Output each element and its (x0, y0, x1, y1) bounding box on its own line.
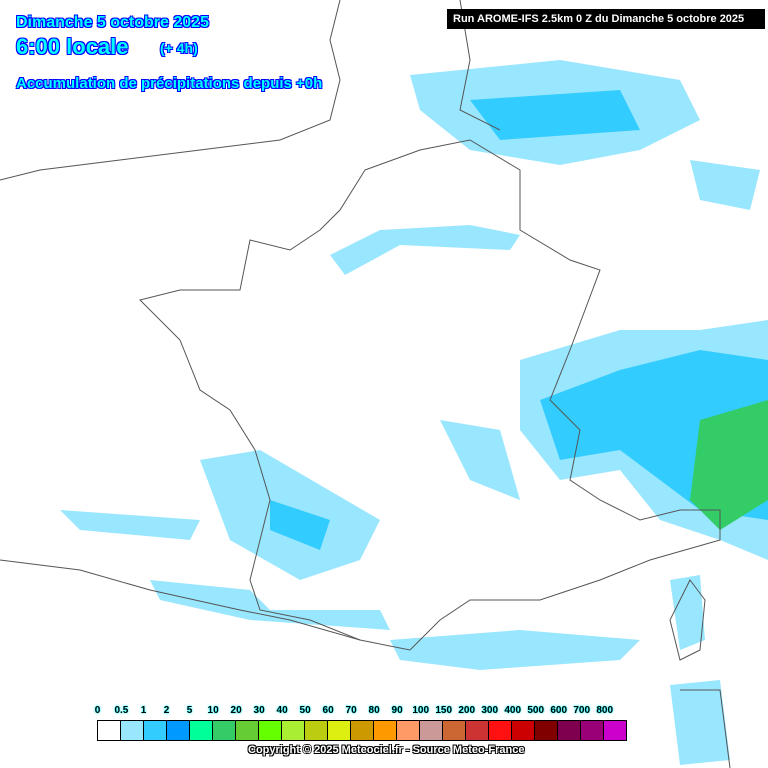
legend-swatch (259, 721, 282, 740)
model-run-label: Run AROME-IFS 2.5km 0 Z du Dimanche 5 oc… (447, 9, 765, 29)
legend-label: 800 (596, 705, 614, 716)
legend-label: 300 (481, 705, 499, 716)
legend-ticks: 0 0.5 1 2 5 10 20 30 40 50 60 70 80 90 100 150 200 300 400… (94, 705, 697, 719)
legend-swatch (512, 721, 535, 740)
legend-swatch (167, 721, 190, 740)
legend-label: 0.5 (114, 705, 129, 716)
legend-swatch (604, 721, 626, 740)
forecast-time: 6:00 locale (16, 34, 130, 60)
legend-label: 2 (163, 705, 170, 716)
legend-swatch (305, 721, 328, 740)
legend-swatch (489, 721, 512, 740)
legend-swatch (443, 721, 466, 740)
legend-label: 200 (458, 705, 476, 716)
legend-label: 20 (230, 705, 242, 716)
legend-swatch (282, 721, 305, 740)
legend-label: 40 (276, 705, 288, 716)
forecast-date: Dimanche 5 octobre 2025 (16, 14, 210, 32)
legend-label: 80 (368, 705, 380, 716)
legend-label: 70 (345, 705, 357, 716)
legend-label: 0 (94, 705, 101, 716)
legend-label: 1 (140, 705, 147, 716)
legend-swatch (581, 721, 604, 740)
coastlines-borders (0, 0, 731, 768)
legend-label: 500 (527, 705, 545, 716)
green-precipitation (690, 400, 768, 530)
legend-swatch (466, 721, 489, 740)
legend-label: 600 (550, 705, 568, 716)
color-legend (97, 720, 627, 741)
copyright: Copyright © 2025 Meteociel.fr - Source M… (248, 744, 525, 756)
product-title: Accumulation de précipitations depuis +0… (15, 75, 323, 93)
legend-swatch (558, 721, 581, 740)
legend-label: 50 (299, 705, 311, 716)
legend-label: 400 (504, 705, 522, 716)
legend-label: 5 (186, 705, 193, 716)
legend-swatch (213, 721, 236, 740)
legend-label: 10 (207, 705, 219, 716)
legend-label: 90 (391, 705, 403, 716)
legend-label: 60 (322, 705, 334, 716)
legend-swatch (535, 721, 558, 740)
legend-swatch (397, 721, 420, 740)
legend-label: 150 (435, 705, 453, 716)
legend-swatch (190, 721, 213, 740)
legend-swatch (144, 721, 167, 740)
legend-swatch (374, 721, 397, 740)
legend-swatch (328, 721, 351, 740)
legend-label: 700 (573, 705, 591, 716)
forecast-offset: (+ 4h) (160, 40, 199, 57)
legend-label: 30 (253, 705, 265, 716)
legend-swatch (420, 721, 443, 740)
legend-swatch (351, 721, 374, 740)
legend-swatch (236, 721, 259, 740)
legend-swatch (121, 721, 144, 740)
legend-swatch (98, 721, 121, 740)
legend-label: 100 (412, 705, 430, 716)
